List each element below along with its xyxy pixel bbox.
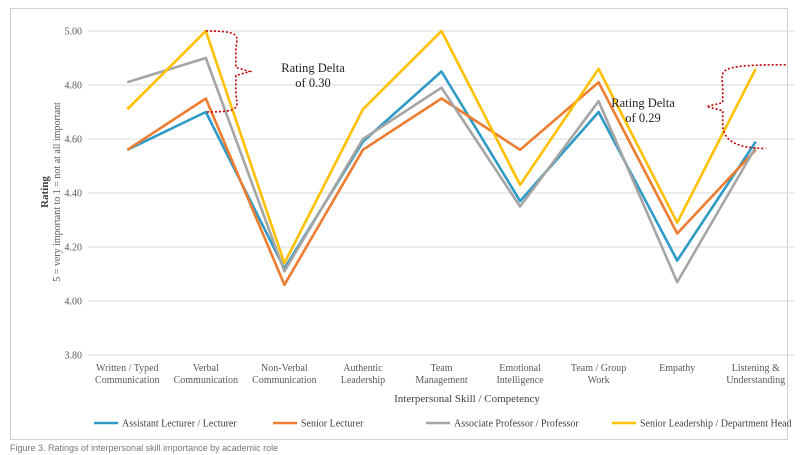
annotation-line: Rating Delta <box>281 61 345 75</box>
y-axis-ticks: 3.80 4.00 4.20 4.40 4.60 4.80 5.00 <box>65 27 83 362</box>
annotation-line: of 0.30 <box>295 76 330 90</box>
x-category-label: Team / Group Work <box>571 363 626 386</box>
x-category-line: Work <box>588 375 610 386</box>
annotation-rating-delta: Rating Delta of 0.30 <box>281 61 345 90</box>
x-category-line: Emotional <box>499 363 541 374</box>
x-axis-title: Interpersonal Skill / Competency <box>394 393 540 405</box>
x-category-line: Understanding <box>726 375 785 386</box>
legend: Assistant Lecturer / Lecturer Senior Lect… <box>94 419 792 430</box>
y-tick-label: 4.40 <box>65 189 83 200</box>
x-category-line: Management <box>415 375 467 386</box>
x-category-label: Non-Verbal Communication <box>252 363 316 386</box>
y-tick-label: 4.80 <box>65 81 83 92</box>
series-lines <box>126 29 757 287</box>
series-line-2 <box>126 56 757 284</box>
legend-label: Senior Leadership / Department Head <box>640 419 792 430</box>
y-tick-label: 3.80 <box>65 351 83 362</box>
x-category-line: Listening & <box>732 363 780 374</box>
x-category-line: Empathy <box>659 363 695 374</box>
annotation-line: of 0.29 <box>625 111 660 125</box>
series-line-1 <box>126 81 757 287</box>
series-line-3 <box>126 29 757 265</box>
x-category-label: Listening & Understanding <box>726 363 785 386</box>
series-line-0 <box>126 70 757 270</box>
annotation-line: Rating Delta <box>611 96 675 110</box>
x-category-line: Communication <box>252 375 316 386</box>
x-category-label: Authentic Leadership <box>341 363 385 386</box>
x-category-line: Intelligence <box>496 375 544 386</box>
x-category-line: Authentic <box>343 363 383 374</box>
x-category-line: Team <box>430 363 452 374</box>
x-category-line: Team / Group <box>571 363 626 374</box>
x-category-line: Leadership <box>341 375 385 386</box>
y-axis-title: Rating <box>39 176 51 208</box>
legend-item: Senior Leadership / Department Head <box>612 419 792 430</box>
x-category-label: Team Management <box>415 363 467 386</box>
delta-bracket-1 <box>205 30 253 113</box>
legend-label: Assistant Lecturer / Lecturer <box>122 419 237 430</box>
x-category-line: Communication <box>95 375 159 386</box>
x-category-label: Verbal Communication <box>174 363 238 386</box>
x-category-label: Written / Typed Communication <box>95 363 159 386</box>
figure-caption: Figure 3. Ratings of interpersonal skill… <box>10 443 279 453</box>
x-category-line: Written / Typed <box>96 363 159 374</box>
x-category-label: Emotional Intelligence <box>496 363 544 386</box>
legend-label: Associate Professor / Professor <box>454 419 579 430</box>
chart-frame <box>10 8 788 440</box>
annotation-rating-delta: Rating Delta of 0.29 <box>611 96 675 125</box>
x-category-line: Verbal <box>193 363 219 374</box>
y-tick-label: 4.60 <box>65 135 83 146</box>
x-category-label: Empathy <box>659 363 695 374</box>
legend-item: Assistant Lecturer / Lecturer <box>94 419 237 430</box>
x-category-line: Communication <box>174 375 238 386</box>
legend-label: Senior Lecturer <box>301 419 364 430</box>
y-tick-label: 4.00 <box>65 297 83 308</box>
gridlines <box>88 30 795 356</box>
delta-bracket-2 <box>706 63 786 150</box>
y-axis-subtitle: 5 = very important to 1 = not at all imp… <box>52 102 63 282</box>
y-tick-label: 4.20 <box>65 243 83 254</box>
y-tick-label: 5.00 <box>65 27 83 38</box>
x-category-line: Non-Verbal <box>261 363 308 374</box>
legend-item: Associate Professor / Professor <box>426 419 579 430</box>
legend-item: Senior Lecturer <box>273 419 364 430</box>
